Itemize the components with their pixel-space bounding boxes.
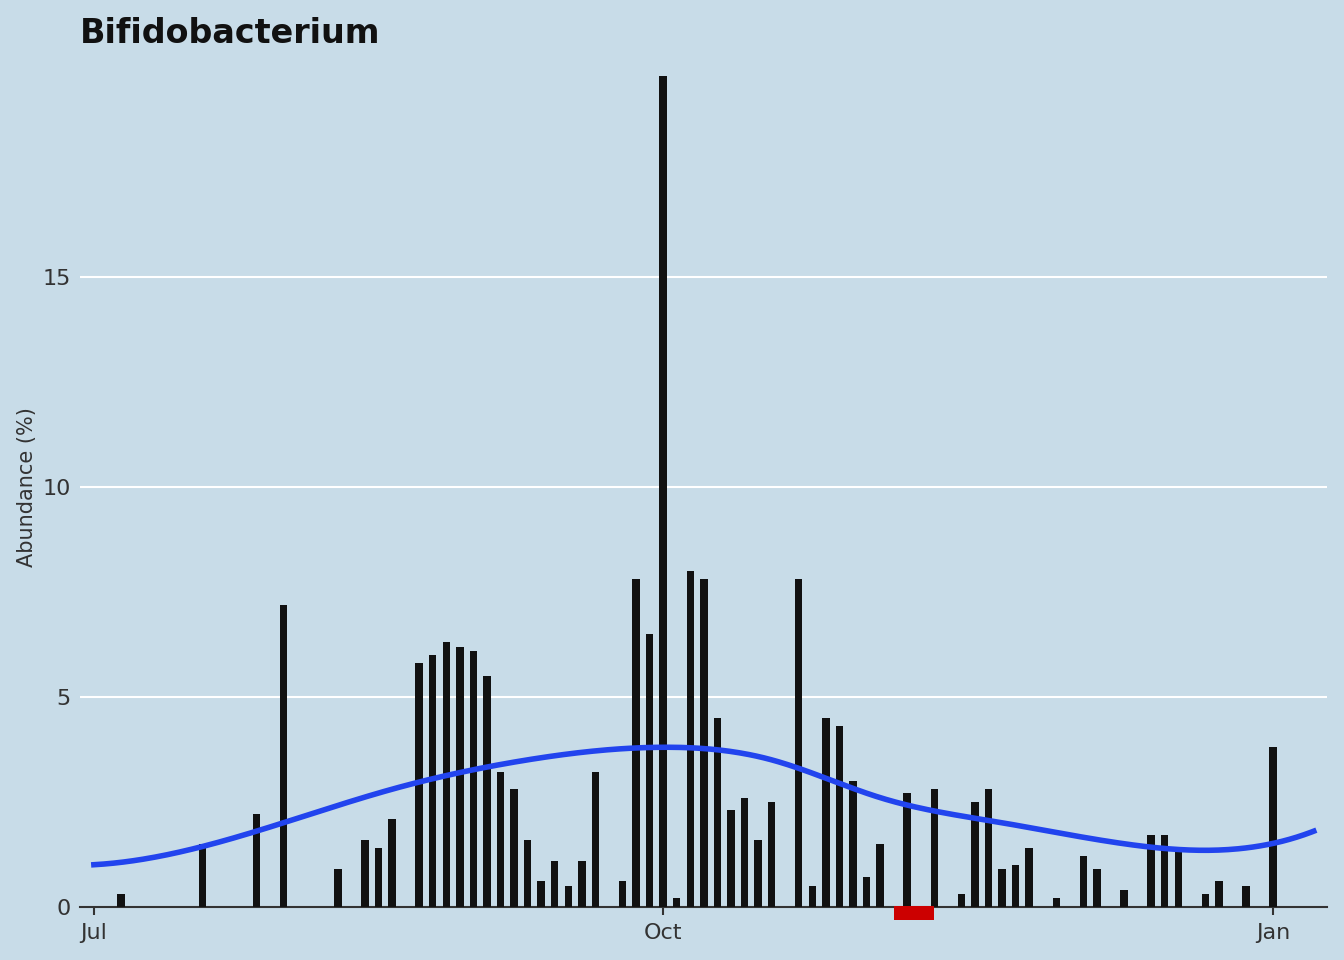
Bar — [1012, 865, 1019, 906]
Bar — [1161, 835, 1168, 906]
Bar — [687, 571, 694, 906]
Bar — [632, 580, 640, 906]
Bar — [551, 860, 559, 906]
Text: Bifidobacterium: Bifidobacterium — [81, 16, 380, 50]
Bar — [1079, 856, 1087, 906]
Bar — [199, 844, 206, 906]
Bar — [538, 881, 544, 906]
Bar — [1025, 848, 1032, 906]
Bar — [646, 634, 653, 906]
Bar — [469, 651, 477, 906]
Bar — [388, 819, 395, 906]
Bar — [823, 718, 829, 906]
Bar — [985, 789, 992, 906]
Bar — [1215, 881, 1223, 906]
Bar — [714, 718, 722, 906]
Bar — [524, 840, 531, 906]
Bar — [972, 802, 978, 906]
Bar — [903, 793, 911, 906]
Bar — [1052, 899, 1060, 906]
Bar — [497, 773, 504, 906]
Bar — [1121, 890, 1128, 906]
Bar — [809, 886, 816, 906]
Bar — [253, 814, 261, 906]
Bar — [415, 663, 423, 906]
Bar — [1093, 869, 1101, 906]
Bar — [700, 580, 707, 906]
Bar — [1269, 747, 1277, 906]
Bar — [375, 848, 382, 906]
Bar — [335, 869, 341, 906]
Bar — [741, 798, 749, 906]
Bar — [673, 899, 680, 906]
Bar — [876, 844, 884, 906]
Bar — [564, 886, 573, 906]
Bar — [484, 676, 491, 906]
Bar — [511, 789, 517, 906]
Bar — [836, 727, 843, 906]
Bar — [796, 580, 802, 906]
Bar — [618, 881, 626, 906]
Bar — [767, 802, 775, 906]
Bar — [578, 860, 586, 906]
Bar — [1202, 894, 1210, 906]
Bar — [456, 647, 464, 906]
Bar — [958, 894, 965, 906]
Bar — [727, 810, 735, 906]
Bar — [660, 76, 667, 906]
Bar — [849, 780, 856, 906]
Bar — [930, 789, 938, 906]
Bar — [894, 905, 934, 921]
Bar — [362, 840, 368, 906]
Bar — [442, 642, 450, 906]
Bar — [591, 773, 599, 906]
Bar — [863, 877, 870, 906]
Bar — [999, 869, 1005, 906]
Bar — [429, 655, 437, 906]
Bar — [117, 894, 125, 906]
Bar — [754, 840, 762, 906]
Bar — [280, 605, 288, 906]
Y-axis label: Abundance (%): Abundance (%) — [16, 407, 36, 567]
Bar — [1242, 886, 1250, 906]
Bar — [1175, 852, 1181, 906]
Bar — [1148, 835, 1154, 906]
